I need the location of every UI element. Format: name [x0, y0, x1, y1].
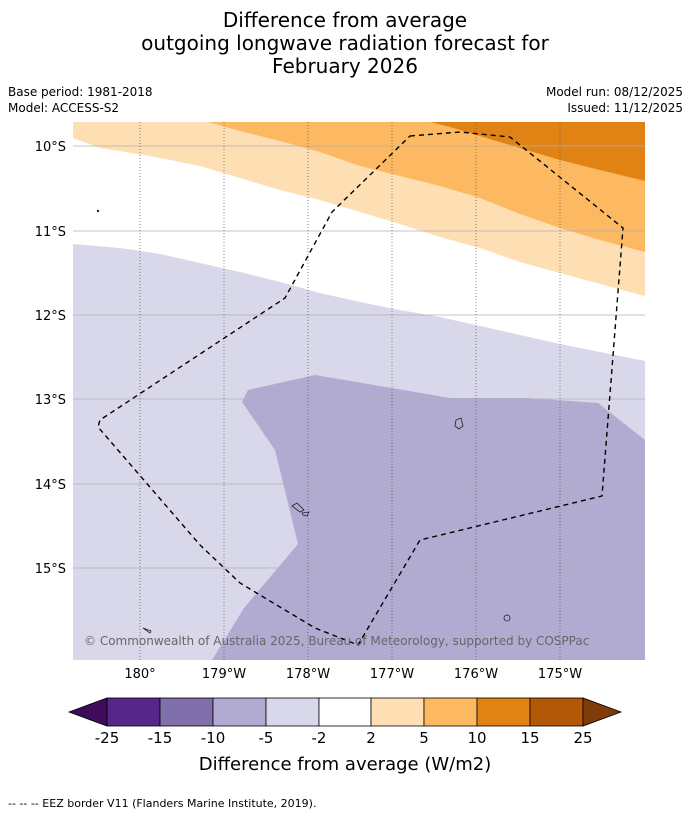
colorbar-tick: 25 — [573, 729, 592, 747]
map-panel: © Commonwealth of Australia 2025, Bureau… — [73, 122, 645, 660]
lat-label: 14°S — [35, 478, 66, 493]
colorbar-tick: -2 — [312, 729, 327, 747]
colorbar-cell — [423, 697, 478, 727]
colorbar-tick: 15 — [520, 729, 539, 747]
lat-label: 12°S — [35, 309, 66, 324]
lon-label: 176°W — [454, 667, 498, 682]
colorbar-tick: 5 — [419, 729, 429, 747]
colorbar-cell — [106, 697, 161, 727]
lon-label: 175°W — [538, 667, 582, 682]
graticule — [73, 145, 645, 569]
model-run: Model run: 08/12/2025 — [545, 85, 683, 99]
colorbar-tick: -25 — [95, 729, 120, 747]
band-minus5-to-minus10 — [212, 375, 645, 660]
lon-label: 178°W — [286, 667, 330, 682]
lon-label: 179°W — [202, 667, 246, 682]
island-shape — [291, 502, 305, 513]
colorbar-cell — [159, 697, 214, 727]
lon-label: 177°W — [370, 667, 414, 682]
colorbar-cell — [265, 697, 320, 727]
base-period: Base period: 1981-2018 — [8, 85, 153, 99]
title-line-1: Difference from average — [222, 8, 468, 32]
colorbar-ticks: -25 -15 -10 -5 -2 2 5 10 15 25 — [95, 729, 593, 747]
eez-border — [97, 131, 624, 646]
lat-label: 15°S — [35, 562, 66, 577]
colorbar-tick: 10 — [467, 729, 486, 747]
colorbar-tick: -10 — [201, 729, 226, 747]
colorbar-cell — [529, 697, 584, 727]
colorbar-tick: 2 — [366, 729, 376, 747]
islands — [96, 209, 511, 634]
lon-labels: 180° 179°W 178°W 177°W 176°W 175°W — [124, 667, 582, 682]
colorbar-tick: -15 — [148, 729, 173, 747]
island-shape — [503, 614, 511, 622]
issued-date: Issued: 11/12/2025 — [567, 101, 683, 115]
lat-labels: 10°S 11°S 12°S 13°S 14°S 15°S — [35, 140, 66, 577]
colorbar-label: Difference from average (W/m2) — [199, 754, 491, 775]
colorbar-cell — [476, 697, 531, 727]
island-shape — [96, 209, 100, 213]
island-shape — [301, 511, 310, 517]
lat-label: 11°S — [35, 225, 66, 240]
colorbar-cell — [370, 697, 425, 727]
colorbar-cell — [212, 697, 267, 727]
lat-label: 10°S — [35, 140, 66, 155]
colorbar — [67, 697, 623, 727]
band-10-to-15 — [430, 122, 645, 181]
title-line-3: February 2026 — [272, 54, 418, 78]
title-line-2: outgoing longwave radiation forecast for — [141, 31, 549, 55]
colorbar-tick: -5 — [259, 729, 274, 747]
lat-label: 13°S — [35, 393, 66, 408]
model-name: Model: ACCESS-S2 — [8, 101, 120, 115]
eez-footnote: -- -- -- EEZ border V11 (Flanders Marine… — [8, 797, 317, 810]
colorbar-arrow-max — [582, 697, 623, 727]
copyright-text: © Commonwealth of Australia 2025, Bureau… — [84, 634, 589, 648]
colorbar-cell — [318, 697, 372, 727]
island-shape — [454, 417, 464, 430]
lon-label: 180° — [124, 667, 155, 682]
colorbar-arrow-min — [67, 697, 108, 727]
island-shape — [142, 627, 152, 634]
band-5-to-10 — [208, 122, 645, 252]
